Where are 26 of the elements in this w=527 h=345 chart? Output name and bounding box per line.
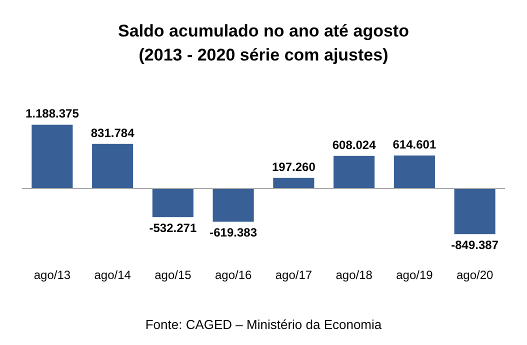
bar — [334, 156, 375, 188]
x-tick-label: ago/16 — [214, 268, 252, 282]
chart-title: Saldo acumulado no ano até agosto (2013 - 2020 série com ajustes) — [118, 22, 409, 64]
x-tick-label: ago/17 — [275, 268, 312, 282]
bar — [212, 188, 254, 222]
bar — [32, 124, 73, 188]
bar — [273, 178, 314, 188]
x-tick-label: ago/13 — [34, 268, 71, 282]
data-label: -849.387 — [451, 238, 499, 252]
bar — [394, 156, 435, 188]
data-label: -532.271 — [149, 221, 197, 236]
data-label: 197.260 — [272, 160, 316, 174]
data-label: 831.784 — [90, 126, 135, 140]
x-tick-label: ago/20 — [456, 268, 494, 282]
x-tick-label: ago/14 — [94, 268, 132, 282]
source-note: Fonte: CAGED – Ministério da Economia — [145, 317, 382, 332]
bar — [152, 188, 194, 218]
x-tick-label: ago/18 — [336, 268, 373, 282]
data-label: 614.601 — [392, 138, 436, 152]
bar — [92, 144, 134, 188]
data-label: 1.188.375 — [25, 106, 80, 121]
bar — [454, 188, 496, 234]
data-label: -619.383 — [210, 226, 258, 240]
x-tick-label: ago/19 — [396, 268, 434, 282]
x-tick-label: ago/15 — [154, 268, 192, 282]
data-label: 608.024 — [332, 138, 376, 152]
